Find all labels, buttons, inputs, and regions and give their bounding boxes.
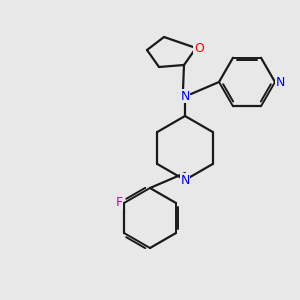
Text: N: N [275, 76, 285, 88]
Text: N: N [180, 173, 190, 187]
Text: F: F [116, 196, 123, 209]
Text: N: N [180, 89, 190, 103]
Text: O: O [194, 41, 204, 55]
